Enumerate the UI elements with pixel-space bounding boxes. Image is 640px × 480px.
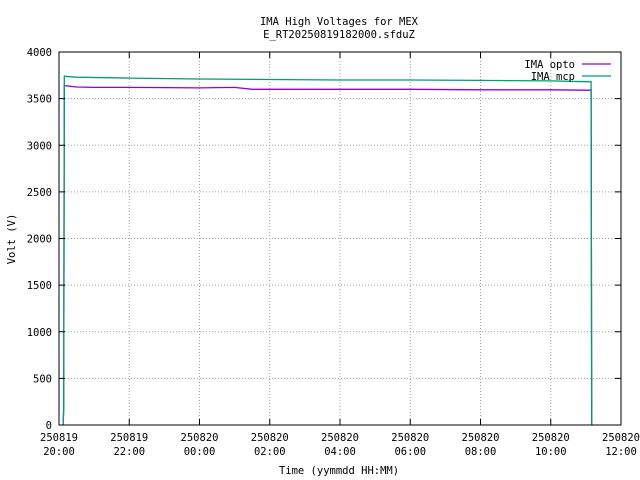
y-tick-label: 1500 — [27, 280, 52, 292]
x-tick-label-date: 250820 — [532, 432, 570, 444]
series-line-ima-mcp — [62, 75, 593, 426]
legend-label-opto: IMA opto — [524, 59, 575, 71]
x-tick-label-time: 00:00 — [184, 446, 216, 458]
x-tick-label-time: 04:00 — [324, 446, 356, 458]
x-tick-label-time: 10:00 — [535, 446, 567, 458]
series-lines — [62, 75, 593, 426]
x-tick-label-date: 250820 — [251, 432, 289, 444]
grid-lines — [59, 52, 621, 425]
x-tick-label-time: 06:00 — [394, 446, 426, 458]
legend: IMA opto IMA mcp — [524, 59, 611, 83]
x-axis-label: Time (yymmdd HH:MM) — [279, 465, 399, 477]
x-tick-label-date: 250819 — [110, 432, 148, 444]
x-tick-label-date: 250820 — [462, 432, 500, 444]
x-tick-label-date: 250820 — [321, 432, 359, 444]
series-line-ima-opto — [62, 84, 593, 426]
chart-title: IMA High Voltages for MEX — [260, 16, 419, 28]
x-tick-label-date: 250820 — [602, 432, 640, 444]
x-tick-label-date: 250820 — [181, 432, 219, 444]
x-tick-label-time: 02:00 — [254, 446, 286, 458]
y-tick-label: 2500 — [27, 187, 52, 199]
x-tick-labels: 250819 20:00 250819 22:00 250820 00:00 250820 0… — [40, 432, 640, 458]
x-tick-label-time: 22:00 — [113, 446, 145, 458]
x-tick-label-time: 12:00 — [605, 446, 637, 458]
x-tick-label-date: 250819 — [40, 432, 78, 444]
x-tick-label-time: 20:00 — [43, 446, 75, 458]
y-tick-label: 3500 — [27, 94, 52, 106]
y-tick-labels: 0 500 1000 1500 2000 2500 3000 3500 4000 — [27, 47, 52, 432]
y-tick-label: 4000 — [27, 47, 52, 59]
y-tick-label: 3000 — [27, 140, 52, 152]
x-tick-label-time: 08:00 — [465, 446, 497, 458]
tick-marks — [58, 51, 622, 426]
y-tick-label: 2000 — [27, 234, 52, 246]
y-axis-label: Volt (V) — [6, 214, 18, 265]
x-tick-label-date: 250820 — [391, 432, 429, 444]
legend-label-mcp: IMA mcp — [531, 71, 575, 83]
y-tick-label: 0 — [46, 420, 52, 432]
y-tick-label: 500 — [33, 373, 52, 385]
y-tick-label: 1000 — [27, 327, 52, 339]
chart-subtitle: E_RT20250819182000.sfduZ — [263, 29, 415, 41]
